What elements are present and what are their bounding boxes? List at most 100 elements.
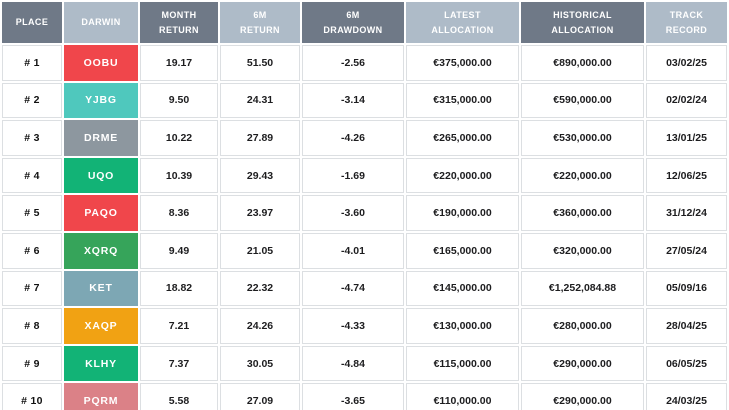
latest-allocation-cell: €315,000.00 xyxy=(406,82,519,119)
column-header-track-record: TRACK RECORD xyxy=(646,2,727,43)
month-return-cell: 5.58 xyxy=(140,383,218,410)
track-record-cell: 31/12/24 xyxy=(646,195,727,231)
table-row: # 5 PAQO 8.36 23.97 -3.60 €190,000.00 €360,000… xyxy=(2,195,727,231)
latest-allocation-cell: €115,000.00 xyxy=(406,345,519,382)
six-month-drawdown-cell: -2.56 xyxy=(302,45,404,81)
table-row: # 10 PQRM 5.58 27.09 -3.65 €110,000.00 €290,00… xyxy=(2,383,727,410)
track-record-cell: 13/01/25 xyxy=(646,120,727,156)
darwin-badge[interactable]: XQRQ xyxy=(64,232,138,269)
header-row: PLACE DARWIN MONTH RETURN 6M RETURN 6M DRAWD… xyxy=(2,2,727,43)
month-return-cell: 7.37 xyxy=(140,345,218,382)
historical-allocation-cell: €890,000.00 xyxy=(521,45,644,81)
track-record-cell: 03/02/25 xyxy=(646,45,727,81)
table-row: # 7 KET 18.82 22.32 -4.74 €145,000.00 €1,252,0… xyxy=(2,270,727,307)
place-cell: # 10 xyxy=(2,383,62,410)
place-cell: # 6 xyxy=(2,232,62,269)
table-row: # 1 OOBU 19.17 51.50 -2.56 €375,000.00 €890,00… xyxy=(2,45,727,81)
historical-allocation-cell: €590,000.00 xyxy=(521,82,644,119)
darwin-badge[interactable]: XAQP xyxy=(64,308,138,344)
column-header-historical-allocation: HISTORICAL ALLOCATION xyxy=(521,2,644,43)
six-month-return-cell: 24.31 xyxy=(220,82,300,119)
column-header-latest-allocation: LATEST ALLOCATION xyxy=(406,2,519,43)
six-month-return-cell: 21.05 xyxy=(220,232,300,269)
track-record-cell: 28/04/25 xyxy=(646,308,727,344)
six-month-return-cell: 30.05 xyxy=(220,345,300,382)
month-return-cell: 10.22 xyxy=(140,120,218,156)
month-return-cell: 7.21 xyxy=(140,308,218,344)
six-month-return-cell: 51.50 xyxy=(220,45,300,81)
month-return-cell: 19.17 xyxy=(140,45,218,81)
latest-allocation-cell: €190,000.00 xyxy=(406,195,519,231)
month-return-cell: 9.49 xyxy=(140,232,218,269)
darwin-badge[interactable]: KLHY xyxy=(64,345,138,382)
six-month-drawdown-cell: -4.84 xyxy=(302,345,404,382)
historical-allocation-cell: €530,000.00 xyxy=(521,120,644,156)
six-month-drawdown-cell: -3.65 xyxy=(302,383,404,410)
month-return-cell: 9.50 xyxy=(140,82,218,119)
historical-allocation-cell: €360,000.00 xyxy=(521,195,644,231)
track-record-cell: 24/03/25 xyxy=(646,383,727,410)
historical-allocation-cell: €290,000.00 xyxy=(521,345,644,382)
six-month-return-cell: 24.26 xyxy=(220,308,300,344)
place-cell: # 8 xyxy=(2,308,62,344)
darwin-badge[interactable]: PAQO xyxy=(64,195,138,231)
darwin-badge[interactable]: PQRM xyxy=(64,383,138,410)
month-return-cell: 18.82 xyxy=(140,270,218,307)
table-row: # 4 UQO 10.39 29.43 -1.69 €220,000.00 €220,000… xyxy=(2,157,727,194)
darwin-badge[interactable]: UQO xyxy=(64,157,138,194)
place-cell: # 9 xyxy=(2,345,62,382)
place-cell: # 7 xyxy=(2,270,62,307)
historical-allocation-cell: €1,252,084.88 xyxy=(521,270,644,307)
column-header-darwin: DARWIN xyxy=(64,2,138,43)
six-month-return-cell: 27.89 xyxy=(220,120,300,156)
month-return-cell: 8.36 xyxy=(140,195,218,231)
table-row: # 9 KLHY 7.37 30.05 -4.84 €115,000.00 €290,000… xyxy=(2,345,727,382)
darwin-badge[interactable]: DRME xyxy=(64,120,138,156)
latest-allocation-cell: €220,000.00 xyxy=(406,157,519,194)
six-month-return-cell: 29.43 xyxy=(220,157,300,194)
six-month-drawdown-cell: -4.33 xyxy=(302,308,404,344)
place-cell: # 1 xyxy=(2,45,62,81)
darwin-badge[interactable]: OOBU xyxy=(64,45,138,81)
six-month-drawdown-cell: -4.01 xyxy=(302,232,404,269)
latest-allocation-cell: €375,000.00 xyxy=(406,45,519,81)
latest-allocation-cell: €165,000.00 xyxy=(406,232,519,269)
track-record-cell: 12/06/25 xyxy=(646,157,727,194)
table-body: # 1 OOBU 19.17 51.50 -2.56 €375,000.00 €890,00… xyxy=(2,45,727,410)
table-row: # 8 XAQP 7.21 24.26 -4.33 €130,000.00 €280,000… xyxy=(2,308,727,344)
place-cell: # 4 xyxy=(2,157,62,194)
place-cell: # 3 xyxy=(2,120,62,156)
historical-allocation-cell: €220,000.00 xyxy=(521,157,644,194)
place-cell: # 2 xyxy=(2,82,62,119)
six-month-return-cell: 27.09 xyxy=(220,383,300,410)
six-month-drawdown-cell: -4.26 xyxy=(302,120,404,156)
six-month-drawdown-cell: -3.60 xyxy=(302,195,404,231)
column-header-month-return: MONTH RETURN xyxy=(140,2,218,43)
place-cell: # 5 xyxy=(2,195,62,231)
six-month-return-cell: 22.32 xyxy=(220,270,300,307)
six-month-drawdown-cell: -1.69 xyxy=(302,157,404,194)
column-header-six-month-drawdown: 6M DRAWDOWN xyxy=(302,2,404,43)
darwin-badge[interactable]: YJBG xyxy=(64,82,138,119)
track-record-cell: 06/05/25 xyxy=(646,345,727,382)
table-row: # 2 YJBG 9.50 24.31 -3.14 €315,000.00 €590,000… xyxy=(2,82,727,119)
track-record-cell: 27/05/24 xyxy=(646,232,727,269)
track-record-cell: 02/02/24 xyxy=(646,82,727,119)
six-month-drawdown-cell: -4.74 xyxy=(302,270,404,307)
latest-allocation-cell: €265,000.00 xyxy=(406,120,519,156)
latest-allocation-cell: €110,000.00 xyxy=(406,383,519,410)
table-row: # 3 DRME 10.22 27.89 -4.26 €265,000.00 €530,00… xyxy=(2,120,727,156)
six-month-drawdown-cell: -3.14 xyxy=(302,82,404,119)
track-record-cell: 05/09/16 xyxy=(646,270,727,307)
historical-allocation-cell: €280,000.00 xyxy=(521,308,644,344)
latest-allocation-cell: €145,000.00 xyxy=(406,270,519,307)
historical-allocation-cell: €290,000.00 xyxy=(521,383,644,410)
column-header-six-month-return: 6M RETURN xyxy=(220,2,300,43)
column-header-place: PLACE xyxy=(2,2,62,43)
darwin-badge[interactable]: KET xyxy=(64,270,138,307)
six-month-return-cell: 23.97 xyxy=(220,195,300,231)
table-row: # 6 XQRQ 9.49 21.05 -4.01 €165,000.00 €320,000… xyxy=(2,232,727,269)
latest-allocation-cell: €130,000.00 xyxy=(406,308,519,344)
